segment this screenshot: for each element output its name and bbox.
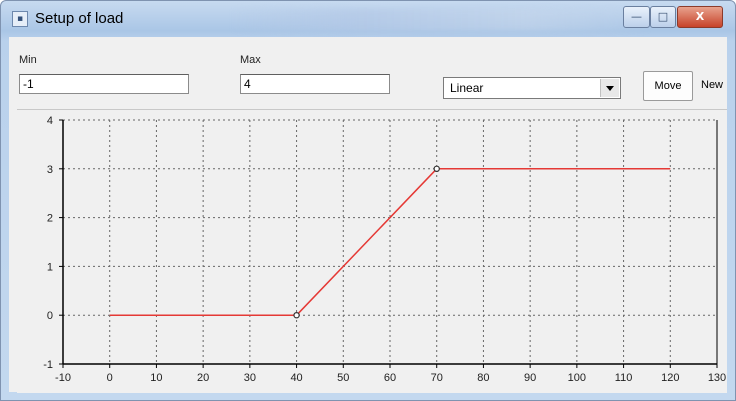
interpolation-dropdown[interactable]: Linear	[443, 77, 621, 99]
title-bar[interactable]: ▪ Setup of load — □ X	[1, 1, 735, 37]
x-tick-label: 70	[431, 372, 443, 384]
x-tick-label: 30	[244, 372, 256, 384]
chevron-down-icon[interactable]	[600, 79, 619, 97]
app-icon[interactable]: ▪	[12, 11, 28, 27]
y-tick-label: 1	[47, 261, 53, 273]
x-tick-label: 0	[107, 372, 113, 384]
x-tick-label: 130	[708, 372, 726, 384]
new-button[interactable]: New	[701, 79, 724, 91]
x-tick-label: 80	[477, 372, 489, 384]
x-tick-label: 110	[615, 372, 633, 384]
load-chart[interactable]: -10 0 10 20 30 40 50 60 70 80 90 100 110 120 130-10123…	[17, 110, 727, 393]
max-label: Max	[240, 54, 261, 66]
y-tick-label: 2	[47, 213, 53, 225]
maximize-button[interactable]: □	[650, 6, 676, 28]
x-tick-label: 100	[568, 372, 586, 384]
interpolation-value: Linear	[450, 81, 484, 95]
x-tick-label: 90	[524, 372, 536, 384]
x-tick-label: 120	[661, 372, 679, 384]
y-tick-label: -1	[43, 359, 53, 371]
control-point	[293, 311, 300, 319]
x-tick-label: 10	[150, 372, 162, 384]
title-glare	[231, 9, 651, 31]
max-input[interactable]	[240, 74, 390, 94]
minimize-button[interactable]: —	[623, 6, 650, 28]
y-tick-label: 3	[47, 164, 53, 176]
y-tick-label: 0	[47, 310, 53, 322]
x-tick-label: -10	[55, 372, 71, 384]
client-area: Min Max Linear Move New -100102030405060…	[9, 37, 727, 393]
chart-panel: -10 0 10 20 30 40 50 60 70 80 90 100 110 120 130 -1 0 1 2 3…	[17, 109, 727, 393]
min-label: Min	[19, 54, 37, 66]
x-tick-label: 20	[197, 372, 209, 384]
x-tick-label: 60	[384, 372, 396, 384]
window-title: Setup of load	[35, 10, 124, 27]
x-tick-label: 40	[290, 372, 302, 384]
close-button[interactable]: X	[677, 6, 723, 28]
move-button[interactable]: Move	[643, 71, 693, 101]
min-input[interactable]	[19, 74, 189, 94]
control-point	[433, 165, 440, 173]
series-line	[109, 168, 671, 316]
x-tick-label: 50	[337, 372, 349, 384]
y-tick-label: 4	[47, 115, 53, 127]
